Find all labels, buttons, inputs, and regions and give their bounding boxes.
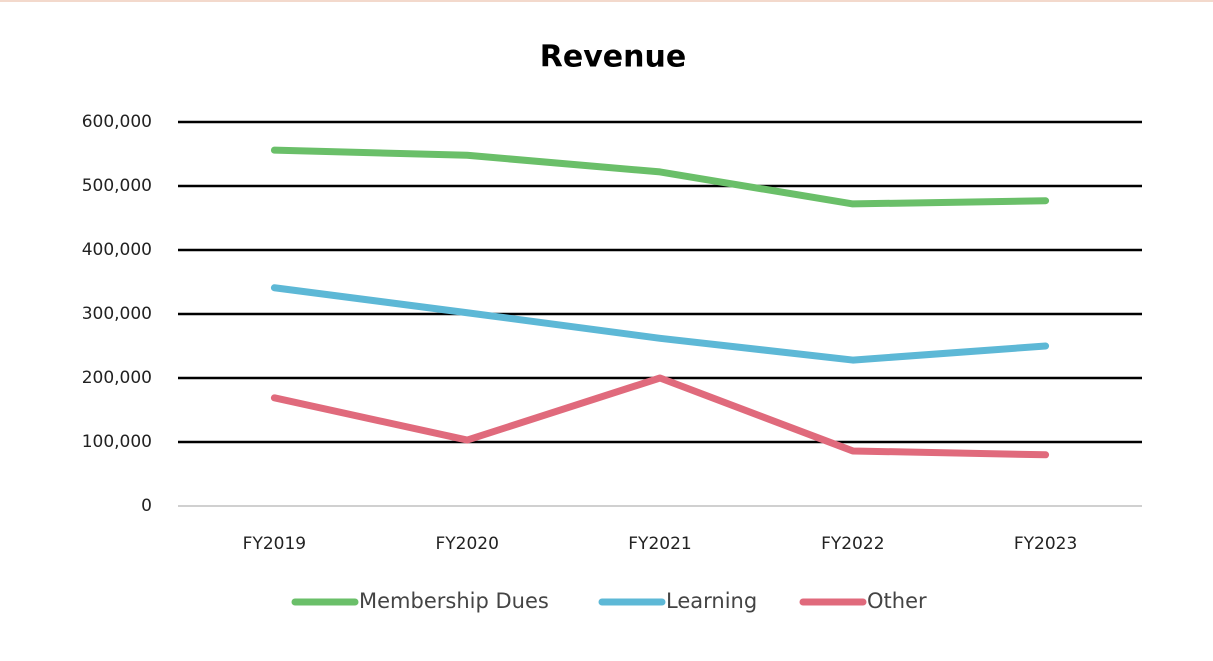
y-tick-label: 100,000 bbox=[82, 432, 152, 452]
y-tick-label: 200,000 bbox=[82, 368, 152, 388]
series-line bbox=[270, 146, 1050, 208]
x-tick-label: FY2020 bbox=[435, 534, 498, 554]
series-line bbox=[270, 374, 1050, 459]
top-border bbox=[0, 0, 1213, 2]
y-tick-label: 0 bbox=[141, 496, 152, 516]
y-tick-label: 400,000 bbox=[82, 240, 152, 260]
legend-label: Other bbox=[867, 589, 927, 613]
y-tick-label: 600,000 bbox=[82, 112, 152, 132]
x-tick-label: FY2022 bbox=[821, 534, 884, 554]
legend-label: Learning bbox=[666, 589, 757, 613]
chart-title: Revenue bbox=[540, 40, 686, 75]
x-tick-label: FY2019 bbox=[243, 534, 306, 554]
series-line bbox=[270, 284, 1050, 364]
legend-label: Membership Dues bbox=[359, 589, 549, 613]
y-tick-label: 300,000 bbox=[82, 304, 152, 324]
x-tick-label: FY2021 bbox=[628, 534, 691, 554]
y-tick-label: 500,000 bbox=[82, 176, 152, 196]
x-tick-label: FY2023 bbox=[1014, 534, 1077, 554]
